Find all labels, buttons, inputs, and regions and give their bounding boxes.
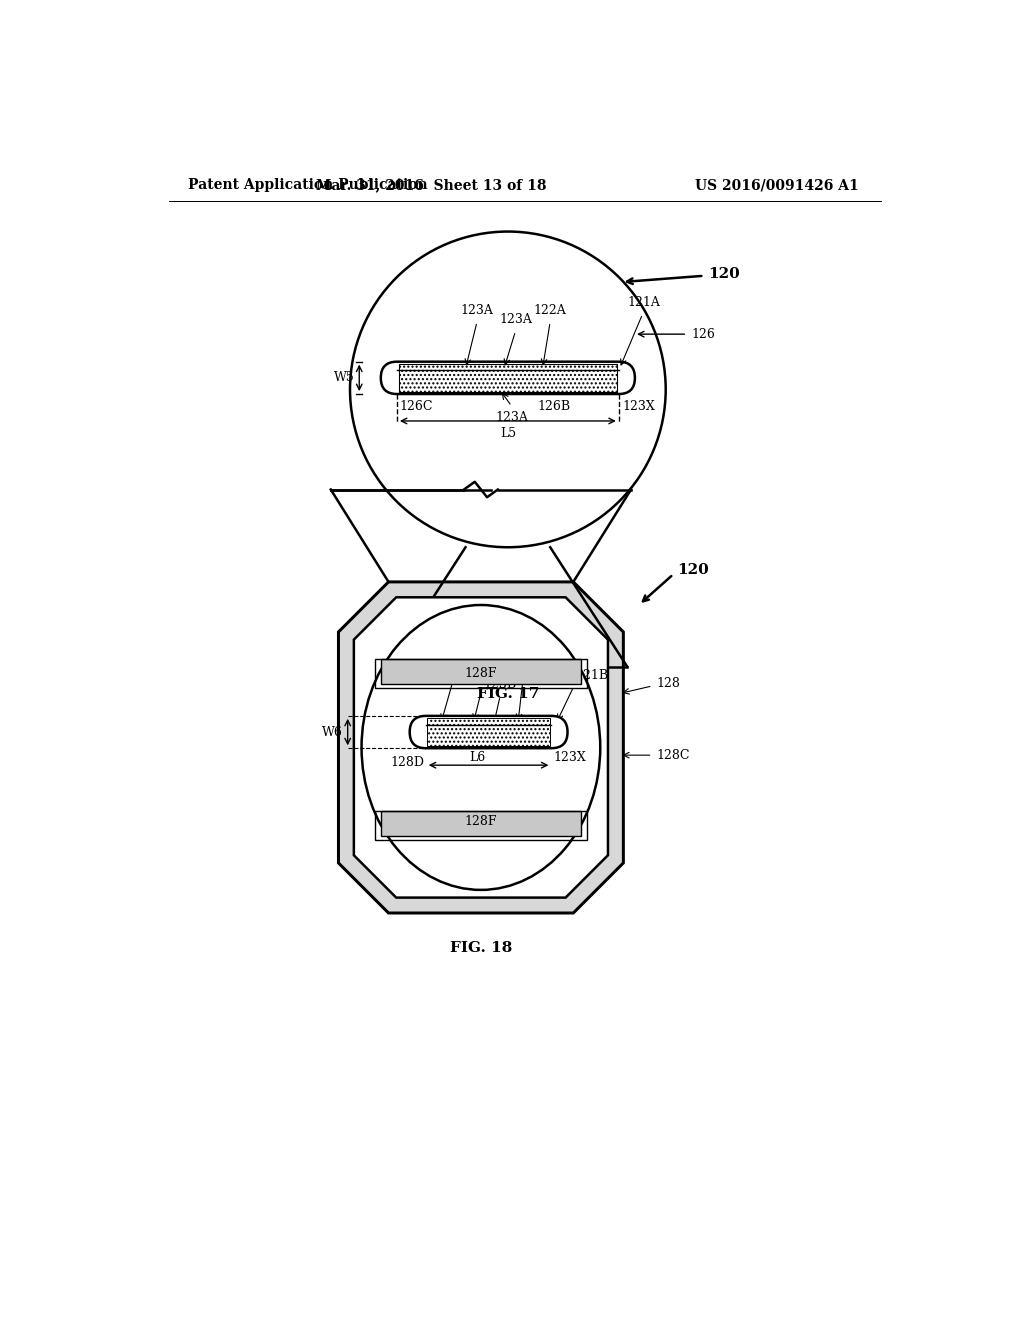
Bar (375, 810, 587, 841)
Text: 123X: 123X (554, 751, 587, 764)
Text: 120: 120 (677, 564, 709, 577)
Text: 128F: 128F (465, 814, 498, 828)
Text: 121A: 121A (628, 296, 660, 309)
Text: Patent Application Publication: Patent Application Publication (188, 178, 428, 193)
Text: 126B: 126B (538, 400, 570, 413)
Bar (381, 659, 581, 684)
Text: FIG. 17: FIG. 17 (477, 686, 539, 701)
Text: W6: W6 (323, 726, 343, 739)
Text: 122A: 122A (534, 304, 566, 317)
Text: L6: L6 (469, 751, 485, 764)
Text: 123B: 123B (466, 669, 499, 682)
Text: 128F: 128F (465, 668, 498, 680)
Text: 123B: 123B (437, 660, 470, 673)
Text: 121B: 121B (575, 669, 608, 682)
Bar (398, 364, 617, 392)
FancyBboxPatch shape (381, 362, 635, 395)
Text: 128: 128 (656, 677, 680, 690)
Text: Mar. 31, 2016  Sheet 13 of 18: Mar. 31, 2016 Sheet 13 of 18 (315, 178, 546, 193)
Bar (427, 718, 550, 746)
Text: FIG. 18: FIG. 18 (450, 941, 512, 954)
Text: 123X: 123X (623, 400, 655, 413)
Text: 123A: 123A (496, 411, 528, 424)
Bar (381, 810, 581, 836)
FancyBboxPatch shape (410, 715, 567, 748)
Bar (375, 659, 587, 689)
Text: W5: W5 (334, 371, 354, 384)
Text: 128D: 128D (391, 755, 425, 768)
Text: 123A: 123A (499, 313, 532, 326)
Polygon shape (354, 598, 608, 898)
Text: 123B: 123B (483, 678, 517, 692)
Polygon shape (339, 582, 624, 913)
Text: US 2016/0091426 A1: US 2016/0091426 A1 (695, 178, 859, 193)
Text: 126: 126 (691, 327, 715, 341)
Text: 123A: 123A (461, 304, 494, 317)
Text: 126C: 126C (399, 400, 433, 413)
Text: L5: L5 (500, 426, 516, 440)
Text: 122B: 122B (507, 660, 540, 673)
Text: 128C: 128C (656, 748, 690, 762)
Text: 120: 120 (708, 267, 739, 281)
